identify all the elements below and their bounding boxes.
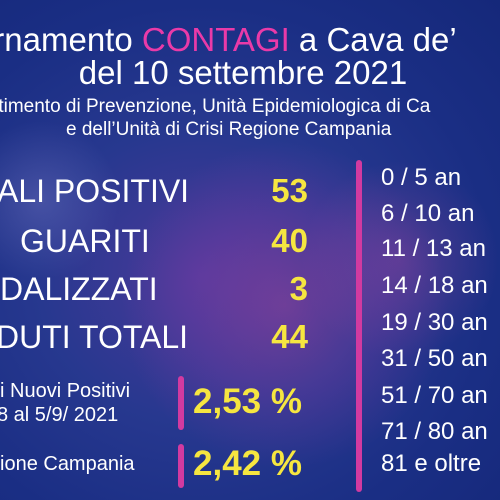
age-group-item: 11 / 13 an [381,235,486,262]
source-line-2: e dell’Unità di Crisi Regione Campania [66,119,392,140]
new-positives-percentage: 2,53 % [193,382,302,421]
age-group-item: 19 / 30 an [381,309,488,336]
source-line-1: rtimento di Prevenzione, Unità Epidemiol… [0,96,431,117]
new-positives-label-line-1: i Nuovi Positivi [0,380,131,402]
title-accent: CONTAGI [141,21,290,58]
divider-age-groups [356,160,362,492]
region-label: ione Campania [0,453,135,475]
page-title-line-2: del 10 settembre 2021 [78,54,408,91]
age-group-item: 81 e oltre [381,450,482,477]
stat-value-deaths: 44 [271,318,308,355]
stat-label-deaths: DUTI TOTALI [0,319,189,355]
stat-label-positives: ALI POSITIVI [0,173,190,209]
region-percentage: 2,42 % [193,444,302,483]
virus-illustration [120,140,450,470]
stat-value-recovered: 40 [271,222,308,259]
stat-label-recovered: GUARITI [20,223,150,259]
age-group-item: 31 / 50 an [381,345,488,372]
age-group-item: 71 / 80 an [381,418,488,445]
page-title-line-1: rnamento CONTAGI a Cava de’ [0,22,475,58]
divider-percent-1 [178,376,184,430]
stat-label-hospitalized: DALIZZATI [0,271,158,307]
age-group-item: 0 / 5 an [381,164,462,191]
title-suffix: a Cava de’ [289,21,457,58]
age-group-item: 6 / 10 an [381,200,475,227]
virus-illustration-3 [300,160,500,360]
age-group-item: 14 / 18 an [381,272,488,299]
new-positives-label-line-2: 8 al 5/9/ 2021 [0,404,119,426]
title-prefix: rnamento [0,21,142,58]
age-group-item: 51 / 70 an [381,382,488,409]
divider-percent-2 [178,444,184,488]
stat-value-hospitalized: 3 [289,270,308,307]
stat-value-positives: 53 [271,172,308,209]
